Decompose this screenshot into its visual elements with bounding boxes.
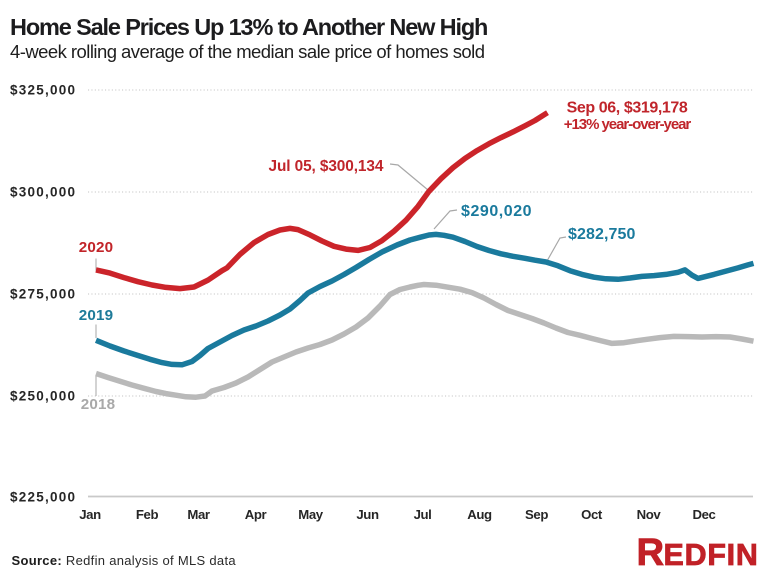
svg-text:$325,000: $325,000 xyxy=(10,83,76,98)
svg-text:Oct: Oct xyxy=(581,507,603,522)
svg-text:Home Sale Prices Up 13% to Ano: Home Sale Prices Up 13% to Another New H… xyxy=(10,14,487,40)
svg-text:Apr: Apr xyxy=(245,507,267,522)
svg-text:$250,000: $250,000 xyxy=(10,389,76,404)
svg-text:Source: Redfin analysis of MLS: Source: Redfin analysis of MLS data xyxy=(12,553,237,568)
svg-text:2020: 2020 xyxy=(79,239,114,256)
svg-text:Jun: Jun xyxy=(356,507,379,522)
svg-text:Aug: Aug xyxy=(467,507,492,522)
svg-text:Jan: Jan xyxy=(79,507,101,522)
svg-text:Sep: Sep xyxy=(525,507,548,522)
svg-text:Sep 06, $319,178: Sep 06, $319,178 xyxy=(567,100,688,117)
svg-text:$282,750: $282,750 xyxy=(568,226,636,243)
svg-text:Mar: Mar xyxy=(187,507,210,522)
svg-text:May: May xyxy=(298,507,324,522)
svg-text:Dec: Dec xyxy=(693,507,716,522)
svg-text:4-week rolling average of the: 4-week rolling average of the median sal… xyxy=(10,41,485,62)
svg-text:Feb: Feb xyxy=(136,507,159,522)
svg-text:$275,000: $275,000 xyxy=(10,287,76,302)
svg-text:+13% year-over-year: +13% year-over-year xyxy=(564,116,692,133)
svg-text:2018: 2018 xyxy=(81,396,116,413)
svg-text:Jul 05, $300,134: Jul 05, $300,134 xyxy=(269,158,384,175)
svg-text:$300,000: $300,000 xyxy=(10,185,76,200)
svg-text:2019: 2019 xyxy=(79,307,114,324)
svg-text:$225,000: $225,000 xyxy=(10,490,76,505)
svg-text:Nov: Nov xyxy=(637,507,662,522)
svg-text:$290,020: $290,020 xyxy=(461,203,532,220)
svg-text:Jul: Jul xyxy=(414,507,432,522)
svg-text:EDFIN: EDFIN xyxy=(664,538,759,572)
svg-text:R: R xyxy=(637,531,664,574)
